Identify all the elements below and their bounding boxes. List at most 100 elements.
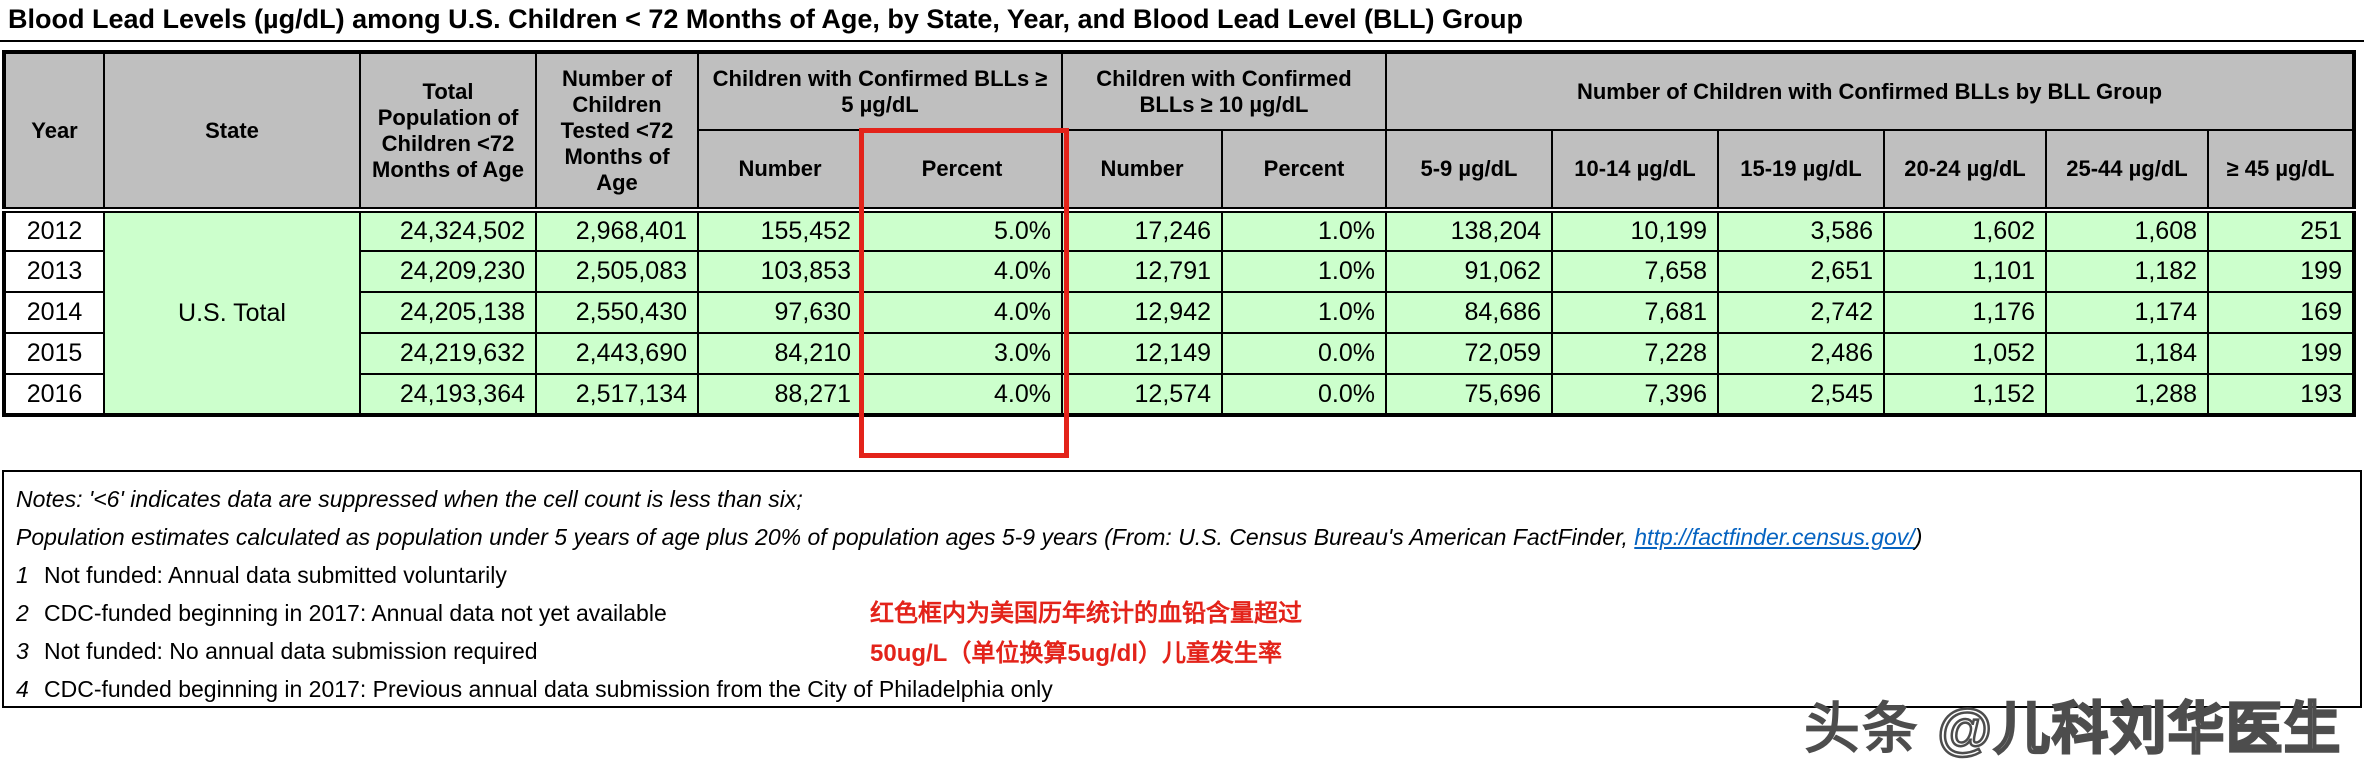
cell-bll10-number: 12,942: [1061, 291, 1223, 334]
cell-bll-45plus: 199: [2207, 250, 2355, 293]
cell-bll-20-24: 1,101: [1883, 250, 2047, 293]
header-group-bll10: Children with Confirmed BLLs ≥ 10 µg/dL: [1061, 51, 1387, 131]
cell-bll10-number: 12,574: [1061, 373, 1223, 416]
cell-bll5-number: 103,853: [697, 250, 863, 293]
table-row: 2014 24,205,138 2,550,430 97,630 4.0% 12…: [3, 291, 2355, 334]
cell-bll-45plus: 199: [2207, 332, 2355, 375]
cell-bll5-number: 84,210: [697, 332, 863, 375]
watermark: 头条 @儿科刘华医生: [1804, 684, 2342, 765]
cell-number-tested: 2,443,690: [535, 332, 699, 375]
header-group-bll-groups: Number of Children with Confirmed BLLs b…: [1385, 51, 2355, 131]
cell-bll10-number: 12,149: [1061, 332, 1223, 375]
cell-bll-20-24: 1,152: [1883, 373, 2047, 416]
header-total-population: Total Population of Children <72 Months …: [359, 51, 537, 211]
cell-total-population: 24,193,364: [359, 373, 537, 416]
subheader-bll-15-19: 15-19 µg/dL: [1717, 129, 1885, 211]
cell-bll-15-19: 2,486: [1717, 332, 1885, 375]
cell-total-population: 24,219,632: [359, 332, 537, 375]
cell-total-population: 24,205,138: [359, 291, 537, 334]
cell-bll-5-9: 91,062: [1385, 250, 1553, 293]
cell-bll10-percent: 1.0%: [1221, 209, 1387, 252]
table-body: 2012 U.S. Total 24,324,502 2,968,401 155…: [3, 209, 2355, 416]
cell-bll-25-44: 1,184: [2045, 332, 2209, 375]
cell-bll5-percent: 5.0%: [861, 209, 1063, 252]
subheader-bll5-percent: Percent: [861, 129, 1063, 211]
cell-bll-15-19: 2,651: [1717, 250, 1885, 293]
footnote-number: 2: [16, 600, 29, 626]
header-number-tested: Number of Children Tested <72 Months of …: [535, 51, 699, 211]
cell-bll-10-14: 7,681: [1551, 291, 1719, 334]
subheader-bll-25-44: 25-44 µg/dL: [2045, 129, 2209, 211]
cell-bll5-number: 155,452: [697, 209, 863, 252]
cell-bll10-percent: 1.0%: [1221, 250, 1387, 293]
cell-number-tested: 2,550,430: [535, 291, 699, 334]
footnote-text: CDC-funded beginning in 2017: Previous a…: [44, 676, 1053, 702]
watermark-brand: 头条: [1803, 697, 1938, 760]
footnote: 3 Not funded: No annual data submission r…: [16, 632, 2360, 670]
census-link[interactable]: http://factfinder.census.gov/: [1634, 524, 1915, 550]
footnote-number: 4: [16, 676, 29, 702]
note-text: ): [1914, 524, 1923, 550]
footnote-number: 3: [16, 638, 29, 664]
notes-panel: Notes: '<6' indicates data are suppresse…: [2, 470, 2362, 708]
cell-year: 2014: [3, 291, 105, 334]
note-line: Notes: '<6' indicates data are suppresse…: [16, 486, 803, 512]
cell-bll-25-44: 1,288: [2045, 373, 2209, 416]
cell-bll-5-9: 84,686: [1385, 291, 1553, 334]
cell-bll-45plus: 169: [2207, 291, 2355, 334]
data-table: Year State Total Population of Children …: [2, 50, 2356, 417]
cell-bll5-percent: 4.0%: [861, 250, 1063, 293]
cell-bll10-number: 12,791: [1061, 250, 1223, 293]
chinese-annotation: 红色框内为美国历年统计的血铅含量超过 50ug/L（单位换算5ug/dl）儿童发…: [870, 594, 1302, 674]
subheader-bll10-percent: Percent: [1221, 129, 1387, 211]
cell-bll-15-19: 3,586: [1717, 209, 1885, 252]
cell-bll-5-9: 72,059: [1385, 332, 1553, 375]
cell-number-tested: 2,517,134: [535, 373, 699, 416]
footnote: 4 CDC-funded beginning in 2017: Previous …: [16, 670, 2360, 708]
cell-bll-10-14: 10,199: [1551, 209, 1719, 252]
cell-bll-20-24: 1,602: [1883, 209, 2047, 252]
cell-bll-45plus: 193: [2207, 373, 2355, 416]
cell-bll-15-19: 2,742: [1717, 291, 1885, 334]
footnote-number: 1: [16, 562, 29, 588]
cell-bll10-number: 17,246: [1061, 209, 1223, 252]
header-year: Year: [3, 51, 105, 211]
cell-bll-10-14: 7,658: [1551, 250, 1719, 293]
cell-bll10-percent: 1.0%: [1221, 291, 1387, 334]
table-row: 2016 24,193,364 2,517,134 88,271 4.0% 12…: [3, 373, 2355, 416]
chinese-annotation-line: 50ug/L（单位换算5ug/dl）儿童发生率: [870, 640, 1283, 667]
subheader-bll10-number: Number: [1061, 129, 1223, 211]
cell-year: 2013: [3, 250, 105, 293]
note-text: Population estimates calculated as popul…: [16, 524, 1635, 550]
cell-bll5-number: 88,271: [697, 373, 863, 416]
subheader-bll5-number: Number: [697, 129, 863, 211]
cell-bll-10-14: 7,228: [1551, 332, 1719, 375]
cell-bll-25-44: 1,608: [2045, 209, 2209, 252]
footnote-text: Not funded: Annual data submitted volunt…: [44, 562, 507, 588]
footnote-text: CDC-funded beginning in 2017: Annual dat…: [44, 600, 667, 626]
header-row-sub: Number Percent Number Percent 5-9 µg/dL …: [4, 129, 2355, 211]
chinese-annotation-line: 红色框内为美国历年统计的血铅含量超过: [870, 600, 1302, 627]
subheader-bll-5-9: 5-9 µg/dL: [1385, 129, 1553, 211]
watermark-handle: @儿科刘华医生: [1936, 696, 2342, 762]
cell-bll5-percent: 4.0%: [861, 291, 1063, 334]
cell-number-tested: 2,505,083: [535, 250, 699, 293]
cell-bll-25-44: 1,174: [2045, 291, 2209, 334]
note-line: Population estimates calculated as popul…: [16, 518, 2360, 556]
cell-bll-10-14: 7,396: [1551, 373, 1719, 416]
header-state: State: [103, 51, 361, 211]
cell-year: 2015: [3, 332, 105, 375]
cell-total-population: 24,324,502: [359, 209, 537, 252]
cell-bll-5-9: 75,696: [1385, 373, 1553, 416]
cell-bll-20-24: 1,052: [1883, 332, 2047, 375]
cell-bll-25-44: 1,182: [2045, 250, 2209, 293]
cell-year: 2016: [3, 373, 105, 416]
subheader-bll-10-14: 10-14 µg/dL: [1551, 129, 1719, 211]
table-row: 2012 U.S. Total 24,324,502 2,968,401 155…: [3, 209, 2355, 416]
cell-total-population: 24,209,230: [359, 250, 537, 293]
cell-bll-45plus: 251: [2207, 209, 2355, 252]
cell-bll10-percent: 0.0%: [1221, 373, 1387, 416]
cell-bll-5-9: 138,204: [1385, 209, 1553, 252]
cell-bll10-percent: 0.0%: [1221, 332, 1387, 375]
